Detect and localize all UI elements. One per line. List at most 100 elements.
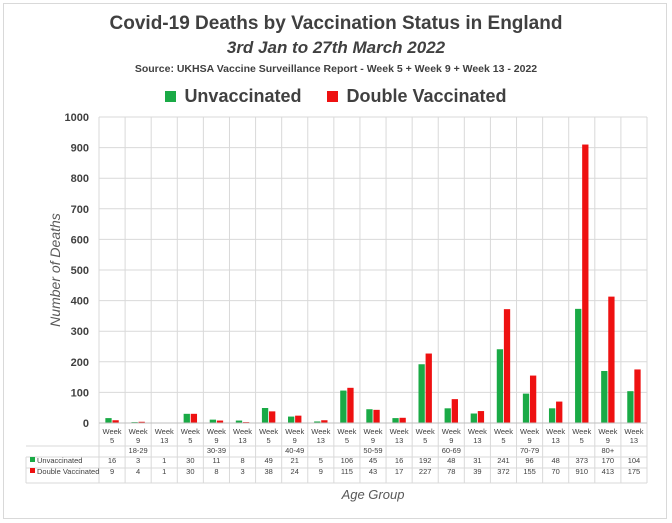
x-tick-week-word: Week <box>416 427 435 436</box>
x-tick-week-number: 13 <box>473 436 481 445</box>
table-cell-unvaccinated: 48 <box>551 456 559 465</box>
x-tick-week-number: 5 <box>267 436 271 445</box>
table-cell-double-vaccinated: 115 <box>341 467 353 476</box>
x-tick-week-word: Week <box>337 427 356 436</box>
y-tick-label: 200 <box>71 357 89 369</box>
table-row-label: Unvaccinated <box>37 456 82 465</box>
x-tick-week-word: Week <box>155 427 174 436</box>
table-cell-double-vaccinated: 372 <box>497 467 510 476</box>
x-tick-week-number: 9 <box>527 436 531 445</box>
x-tick-week-word: Week <box>103 427 122 436</box>
bar-double-vaccinated <box>529 375 537 423</box>
bar-double-vaccinated <box>503 309 511 423</box>
table-cell-unvaccinated: 5 <box>319 456 323 465</box>
table-cell-unvaccinated: 31 <box>473 456 481 465</box>
y-tick-label: 1000 <box>65 112 89 124</box>
x-tick-week-word: Week <box>598 427 617 436</box>
x-tick-week-word: Week <box>259 427 278 436</box>
bar-unvaccinated <box>418 364 425 423</box>
y-tick-label: 300 <box>71 326 89 338</box>
bar-double-vaccinated <box>216 420 224 423</box>
table-cell-double-vaccinated: 9 <box>319 467 323 476</box>
y-tick-label: 700 <box>71 204 89 216</box>
table-cell-unvaccinated: 48 <box>447 456 455 465</box>
x-tick-week-word: Week <box>390 427 409 436</box>
bar-unvaccinated <box>522 393 530 423</box>
x-group-label: 60-69 <box>442 446 461 455</box>
bar-double-vaccinated <box>451 399 458 423</box>
table-cell-double-vaccinated: 175 <box>628 467 641 476</box>
table-cell-unvaccinated: 16 <box>108 456 116 465</box>
x-tick-week-number: 13 <box>551 436 559 445</box>
table-cell-unvaccinated: 8 <box>240 456 244 465</box>
table-cell-double-vaccinated: 17 <box>395 467 403 476</box>
chart-legend: Unvaccinated Double Vaccinated <box>0 86 672 107</box>
table-cell-double-vaccinated: 9 <box>110 467 114 476</box>
bar-double-vaccinated <box>269 411 276 423</box>
bar-unvaccinated <box>235 420 243 423</box>
table-cell-unvaccinated: 170 <box>602 456 615 465</box>
bar-unvaccinated <box>183 413 190 423</box>
table-cell-double-vaccinated: 70 <box>551 467 559 476</box>
x-tick-week-number: 5 <box>580 436 584 445</box>
x-tick-week-word: Week <box>285 427 304 436</box>
chart-frame <box>3 3 667 519</box>
x-group-label: 40-49 <box>285 446 304 455</box>
bar-double-vaccinated <box>138 421 145 423</box>
table-key-unvaccinated <box>30 457 35 462</box>
table-cell-unvaccinated: 1 <box>162 456 166 465</box>
bar-unvaccinated <box>105 418 112 423</box>
x-axis-title: Age Group <box>341 487 405 502</box>
x-group-label: 80+ <box>601 446 614 455</box>
chart-title: Covid-19 Deaths by Vaccination Status in… <box>109 13 563 34</box>
legend-label-double-vaccinated: Double Vaccinated <box>346 86 507 106</box>
bar-unvaccinated <box>366 409 373 423</box>
y-tick-label: 900 <box>71 143 89 155</box>
bar-double-vaccinated <box>112 420 119 423</box>
x-tick-week-word: Week <box>129 427 148 436</box>
y-tick-label: 500 <box>71 265 89 277</box>
table-cell-double-vaccinated: 43 <box>369 467 377 476</box>
legend-item-double-vaccinated: Double Vaccinated <box>327 86 507 107</box>
table-cell-double-vaccinated: 39 <box>473 467 481 476</box>
bar-unvaccinated <box>548 408 556 423</box>
table-row-label: Double Vaccinated <box>37 467 99 476</box>
table-cell-unvaccinated: 192 <box>419 456 432 465</box>
y-tick-label: 0 <box>83 418 89 430</box>
y-tick-label: 400 <box>71 296 89 308</box>
y-tick-label: 600 <box>71 234 89 246</box>
table-cell-double-vaccinated: 3 <box>240 467 244 476</box>
bar-unvaccinated <box>444 408 451 423</box>
x-tick-week-word: Week <box>494 427 513 436</box>
x-tick-week-number: 13 <box>395 436 403 445</box>
bar-double-vaccinated <box>608 296 615 423</box>
x-tick-week-number: 9 <box>371 436 375 445</box>
legend-label-unvaccinated: Unvaccinated <box>184 86 302 106</box>
legend-item-unvaccinated: Unvaccinated <box>165 86 301 107</box>
x-tick-week-number: 9 <box>606 436 610 445</box>
x-tick-week-word: Week <box>546 427 565 436</box>
x-group-label: 30-39 <box>207 446 226 455</box>
x-tick-week-number: 5 <box>345 436 349 445</box>
table-cell-double-vaccinated: 155 <box>523 467 536 476</box>
bar-double-vaccinated <box>295 415 302 423</box>
bar-unvaccinated <box>470 413 477 423</box>
x-tick-week-number: 13 <box>630 436 638 445</box>
table-cell-unvaccinated: 30 <box>186 456 194 465</box>
x-tick-week-number: 5 <box>110 436 114 445</box>
legend-swatch-double-vaccinated <box>327 91 339 102</box>
bar-unvaccinated <box>288 416 295 423</box>
bar-unvaccinated <box>601 370 608 423</box>
bar-double-vaccinated <box>477 411 485 423</box>
x-tick-week-word: Week <box>233 427 252 436</box>
x-tick-week-word: Week <box>520 427 539 436</box>
y-axis-title: Number of Deaths <box>47 213 63 327</box>
table-cell-unvaccinated: 21 <box>291 456 299 465</box>
table-cell-double-vaccinated: 8 <box>214 467 218 476</box>
bar-unvaccinated <box>209 419 217 423</box>
y-tick-label: 100 <box>71 387 89 399</box>
bar-unvaccinated <box>392 418 399 423</box>
table-cell-double-vaccinated: 413 <box>602 467 615 476</box>
table-cell-double-vaccinated: 227 <box>419 467 432 476</box>
